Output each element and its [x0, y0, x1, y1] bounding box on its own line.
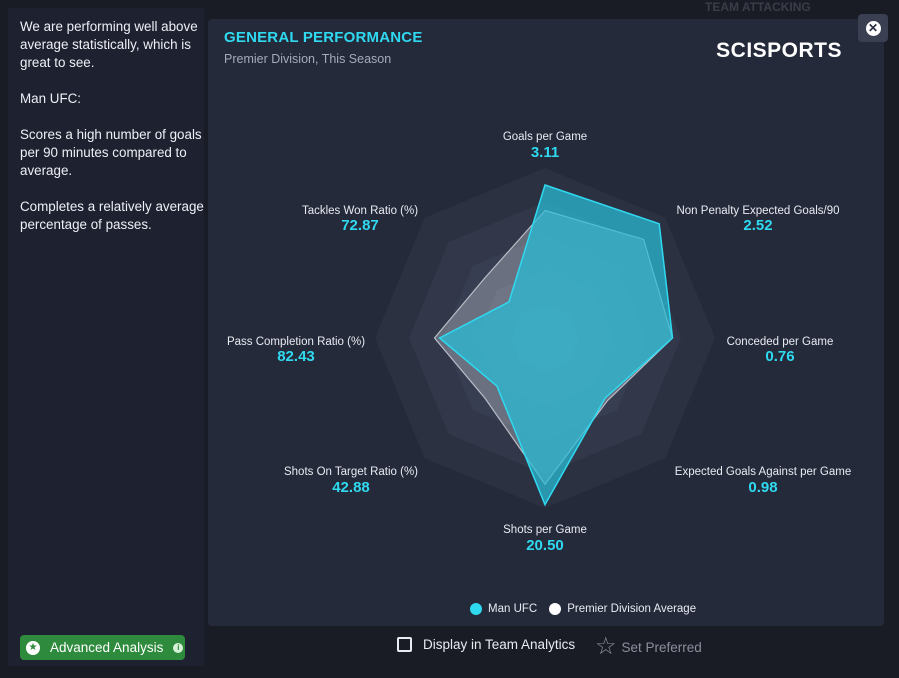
axis-value: 0.76 — [765, 348, 794, 365]
axis-label: Shots On Target Ratio (%) — [284, 466, 418, 478]
legend-label-team: Man UFC — [488, 603, 538, 615]
advanced-analysis-label: Advanced Analysis — [50, 640, 164, 655]
series-man-ufc — [438, 184, 674, 507]
scisports-logo: SCISPORTS — [716, 39, 842, 62]
legend-item-average: Premier Division Average — [549, 603, 696, 615]
checkbox[interactable] — [397, 637, 412, 652]
chart-legend: Man UFC Premier Division Average — [470, 603, 708, 615]
set-preferred-label: Set Preferred — [621, 639, 702, 655]
summary-paragraph: Man UFC: — [20, 91, 82, 106]
background-tab-label: TEAM ATTACKING — [705, 0, 811, 14]
display-in-team-analytics-label: Display in Team Analytics — [423, 637, 576, 652]
legend-item-team: Man UFC — [470, 603, 537, 615]
legend-label-average: Premier Division Average — [567, 603, 697, 615]
info-icon[interactable]: i — [173, 642, 184, 653]
card-subtitle: Premier Division, This Season — [224, 52, 392, 66]
summary-panel: We are performing well above average sta… — [8, 8, 204, 666]
display-in-team-analytics-toggle[interactable]: Display in Team Analytics — [397, 637, 575, 652]
axis-label: Non Penalty Expected Goals/90 — [676, 205, 839, 217]
axis-label: Tackles Won Ratio (%) — [302, 205, 418, 217]
summary-text: We are performing well above average sta… — [20, 18, 204, 252]
close-icon: ✕ — [865, 20, 881, 36]
axis-value: 0.98 — [748, 479, 777, 496]
axis-value: 3.11 — [531, 144, 559, 161]
star-badge-icon: ★ — [26, 640, 40, 655]
axis-label: Pass Completion Ratio (%) — [227, 336, 365, 348]
close-button[interactable]: ✕ — [858, 14, 888, 42]
axis-value: 20.50 — [526, 537, 564, 554]
summary-paragraph: Completes a relatively average percentag… — [20, 199, 204, 232]
axis-value: 82.43 — [277, 348, 315, 365]
summary-paragraph: Scores a high number of goals per 90 min… — [20, 127, 202, 178]
axis-value: 2.52 — [743, 217, 772, 234]
axis-label: Expected Goals Against per Game — [675, 466, 851, 478]
axis-label: Goals per Game — [503, 131, 587, 143]
card-title: GENERAL PERFORMANCE — [224, 29, 423, 46]
summary-paragraph: We are performing well above average sta… — [20, 19, 198, 70]
axis-label: Conceded per Game — [727, 336, 834, 348]
star-outline-icon: ☆ — [595, 633, 617, 660]
legend-swatch-average — [549, 603, 562, 615]
axis-value: 42.88 — [332, 479, 370, 496]
set-preferred-button[interactable]: ☆ Set Preferred — [595, 635, 702, 659]
axis-label: Shots per Game — [503, 524, 587, 536]
legend-swatch-team — [470, 603, 482, 615]
axis-value: 72.87 — [341, 217, 379, 234]
advanced-analysis-button[interactable]: ★ Advanced Analysis i — [20, 635, 185, 660]
